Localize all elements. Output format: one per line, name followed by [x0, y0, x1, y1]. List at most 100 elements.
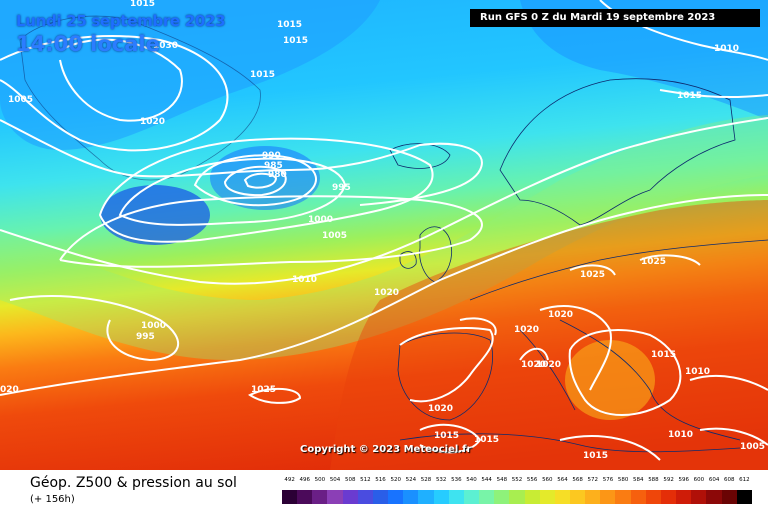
legend-tick-label: 596: [678, 477, 690, 483]
legend-tick-label: 516: [375, 477, 386, 483]
copyright-notice: Copyright © 2023 Meteociel.fr: [300, 444, 472, 455]
legend-swatch: [463, 490, 480, 504]
isobar-label: 1015: [283, 36, 308, 46]
isobar-label: 1025: [251, 385, 276, 395]
legend-tick-label: 580: [617, 477, 629, 483]
isobar-label: 1005: [8, 95, 33, 105]
legend-tick-label: 492: [284, 477, 295, 483]
isobar-label: 1015: [474, 435, 499, 445]
legend-tick-label: 508: [344, 477, 356, 483]
map-parameter-title: Géop. Z500 & pression au sol: [30, 475, 237, 491]
legend-tick-label: 564: [557, 477, 568, 483]
isobar-label: 020: [0, 385, 19, 395]
legend-color-bar: [282, 490, 752, 504]
legend-swatch: [388, 490, 404, 504]
isobar-label: 995: [136, 332, 155, 342]
legend-tick-label: 512: [360, 477, 371, 483]
legend-tick-label: 556: [526, 477, 538, 483]
isobar-label: 1015: [250, 70, 275, 80]
isobar-label: 1020: [428, 404, 453, 414]
legend-swatch: [630, 490, 646, 504]
warm-air-region: [330, 200, 768, 470]
legend-swatch: [721, 490, 737, 504]
isobar-label: 1015: [677, 91, 702, 101]
iceland-coastline: [389, 143, 451, 169]
legend-tick-label: 524: [405, 477, 417, 483]
europe-coastline: [397, 239, 768, 441]
legend-swatch: [433, 490, 449, 504]
legend-swatch: [342, 490, 358, 504]
legend-swatch: [554, 490, 570, 504]
legend-swatch: [357, 490, 373, 504]
legend-tick-label: 504: [329, 477, 341, 483]
legend-swatch: [448, 490, 464, 504]
legend-swatch: [509, 490, 525, 504]
legend-swatch: [615, 490, 631, 504]
legend-swatch: [600, 490, 616, 504]
isobar-label: 1015: [583, 451, 608, 461]
isobar-label: 1010: [292, 275, 317, 285]
legend-tick-label: 608: [724, 477, 735, 483]
low-core-west: [100, 185, 210, 245]
isobar-label: 1000: [141, 321, 166, 331]
legend-swatch: [297, 490, 313, 504]
isobar-label: 995: [332, 183, 351, 193]
legend-tick-label: 500: [314, 477, 326, 483]
africa-coastline: [399, 433, 741, 453]
legend-tick-label: 528: [420, 477, 432, 483]
color-legend: 492 496 500 504 508 512 516 520 524 528 532 536 540 5…: [282, 477, 752, 509]
legend-tick-label: 604: [708, 477, 720, 483]
isobar-label: 980: [268, 170, 287, 180]
low-core-central: [210, 146, 320, 210]
legend-swatch: [403, 490, 419, 504]
isobar-label: 1005: [322, 231, 347, 241]
mild-air-band: [0, 115, 768, 360]
isobar-label: 1020: [374, 288, 399, 298]
legend-tick-label: 540: [466, 477, 477, 483]
legend-tick-label: 544: [481, 477, 492, 483]
isobar-label: 1030: [153, 41, 178, 51]
isobar-label: 1020: [140, 117, 165, 127]
isobar-label: 1010: [714, 44, 739, 54]
legend-swatch: [327, 490, 343, 504]
legend-swatch: [372, 490, 389, 504]
geopotential-map: 1015 1015 1030 1015 1005 1020 990 985 98…: [0, 0, 768, 470]
isobar-label: 1015: [434, 431, 459, 441]
legend-swatch: [706, 490, 722, 504]
legend-tick-label: 520: [390, 477, 401, 483]
legend-tick-label: 600: [693, 477, 705, 483]
isobar-label: 985: [264, 161, 283, 171]
forecast-lead-time: (+ 156h): [30, 494, 75, 505]
legend-tick-label: 592: [663, 477, 674, 483]
legend-tick-label: 576: [602, 477, 614, 483]
legend-tick-label: 568: [572, 477, 583, 483]
legend-swatch: [691, 490, 707, 504]
legend-tick-label: 572: [587, 477, 599, 483]
warm-core-balkans: [565, 340, 655, 420]
legend-tick-label: 532: [435, 477, 447, 483]
legend-swatch: [660, 490, 677, 504]
legend-swatch: [736, 490, 752, 504]
legend-tick-label: 536: [451, 477, 462, 483]
legend-tick-label: 548: [496, 477, 508, 483]
isobar-label: 1020: [521, 360, 546, 370]
isobar-label: 1010: [685, 367, 710, 377]
isobar-lines: [0, 0, 768, 460]
legend-swatch: [312, 490, 328, 504]
isobar-labels: 1015 1015 1030 1015 1005 1020 990 985 98…: [0, 0, 765, 461]
legend-tick-label: 612: [739, 477, 750, 483]
legend-tick-label: 560: [542, 477, 553, 483]
isobar-label: 1015: [277, 20, 302, 30]
isobar-label: 1005: [740, 442, 765, 452]
isobar-label: 1025: [641, 257, 666, 267]
legend-tick-label: 584: [633, 477, 644, 483]
british-isles-coastline: [399, 226, 452, 283]
isobar-label: 1000: [308, 215, 333, 225]
greenland-coastline: [19, 15, 261, 181]
legend-swatch: [676, 490, 692, 504]
legend-swatch: [645, 490, 661, 504]
legend-swatch: [569, 490, 586, 504]
legend-swatch: [585, 490, 601, 504]
forecast-time: 14:00 locale: [16, 32, 160, 56]
